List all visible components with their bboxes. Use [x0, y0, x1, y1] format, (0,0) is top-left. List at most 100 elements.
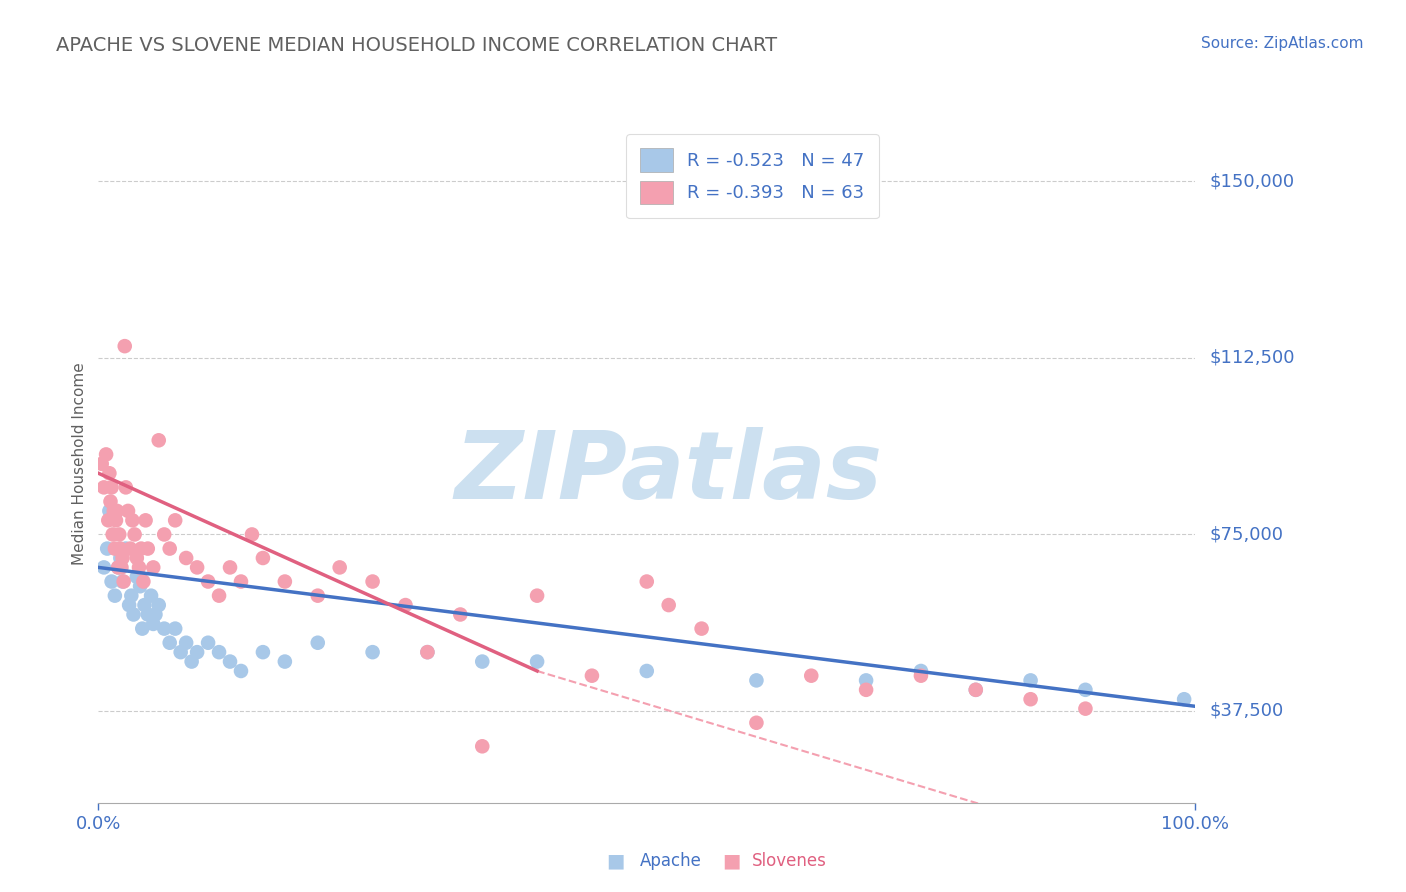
Point	[117, 504, 139, 518]
Point	[120, 541, 142, 556]
Point	[148, 598, 170, 612]
Legend: R = -0.523   N = 47, R = -0.393   N = 63: R = -0.523 N = 47, R = -0.393 N = 63	[626, 134, 879, 219]
Point	[97, 513, 120, 527]
Text: ■: ■	[606, 851, 626, 871]
Point	[115, 480, 138, 494]
Point	[416, 645, 439, 659]
Point	[107, 560, 129, 574]
Point	[93, 480, 115, 494]
Point	[219, 655, 242, 669]
Point	[636, 574, 658, 589]
Point	[131, 622, 153, 636]
Point	[110, 551, 132, 566]
Point	[910, 669, 932, 683]
Point	[229, 574, 252, 589]
Point	[1019, 673, 1042, 688]
Point	[104, 541, 127, 556]
Point	[115, 541, 138, 556]
Text: Source: ZipAtlas.com: Source: ZipAtlas.com	[1201, 36, 1364, 51]
Point	[252, 645, 274, 659]
Text: ZIPatlas: ZIPatlas	[454, 427, 883, 519]
Point	[186, 645, 208, 659]
Point	[197, 636, 219, 650]
Point	[105, 504, 128, 518]
Point	[94, 447, 117, 461]
Point	[122, 607, 145, 622]
Point	[252, 551, 274, 566]
Point	[148, 434, 170, 448]
Point	[98, 504, 121, 518]
Point	[690, 622, 713, 636]
Point	[100, 480, 122, 494]
Point	[186, 560, 208, 574]
Point	[1074, 682, 1097, 697]
Point	[111, 551, 134, 566]
Point	[112, 574, 135, 589]
Point	[229, 664, 252, 678]
Point	[136, 607, 159, 622]
Point	[110, 541, 132, 556]
Point	[125, 570, 148, 584]
Point	[170, 645, 193, 659]
Point	[965, 682, 987, 697]
Point	[361, 574, 384, 589]
Point	[581, 669, 603, 683]
Point	[153, 527, 176, 541]
Point	[658, 598, 681, 612]
Point	[1019, 692, 1042, 706]
Point	[526, 589, 548, 603]
Point	[197, 574, 219, 589]
Point	[274, 655, 297, 669]
Point	[174, 551, 197, 566]
Point	[136, 541, 159, 556]
Y-axis label: Median Household Income: Median Household Income	[72, 362, 87, 566]
Point	[124, 527, 146, 541]
Text: $112,500: $112,500	[1209, 349, 1295, 367]
Text: ■: ■	[721, 851, 741, 871]
Point	[800, 669, 823, 683]
Point	[100, 494, 122, 508]
Point	[125, 551, 148, 566]
Point	[910, 664, 932, 678]
Point	[416, 645, 439, 659]
Point	[129, 541, 152, 556]
Point	[361, 645, 384, 659]
Point	[90, 457, 112, 471]
Point	[471, 739, 494, 754]
Point	[307, 636, 329, 650]
Point	[208, 589, 231, 603]
Point	[120, 589, 142, 603]
Point	[159, 541, 181, 556]
Point	[449, 607, 471, 622]
Text: $37,500: $37,500	[1209, 702, 1284, 720]
Point	[129, 579, 152, 593]
Point	[180, 655, 202, 669]
Point	[134, 598, 156, 612]
Point	[101, 527, 124, 541]
Point	[104, 589, 127, 603]
Point	[165, 622, 187, 636]
Point	[96, 541, 118, 556]
Point	[104, 513, 127, 527]
Point	[139, 589, 162, 603]
Point	[110, 560, 132, 574]
Point	[145, 607, 167, 622]
Point	[128, 560, 150, 574]
Point	[208, 645, 231, 659]
Point	[526, 655, 548, 669]
Point	[174, 636, 197, 650]
Text: Apache: Apache	[640, 852, 702, 870]
Point	[307, 589, 329, 603]
Point	[240, 527, 263, 541]
Point	[108, 527, 131, 541]
Point	[219, 560, 242, 574]
Point	[329, 560, 352, 574]
Point	[165, 513, 187, 527]
Point	[1173, 692, 1195, 706]
Point	[142, 616, 165, 631]
Point	[855, 673, 877, 688]
Point	[93, 560, 115, 574]
Point	[745, 673, 768, 688]
Text: $75,000: $75,000	[1209, 525, 1284, 543]
Point	[142, 560, 165, 574]
